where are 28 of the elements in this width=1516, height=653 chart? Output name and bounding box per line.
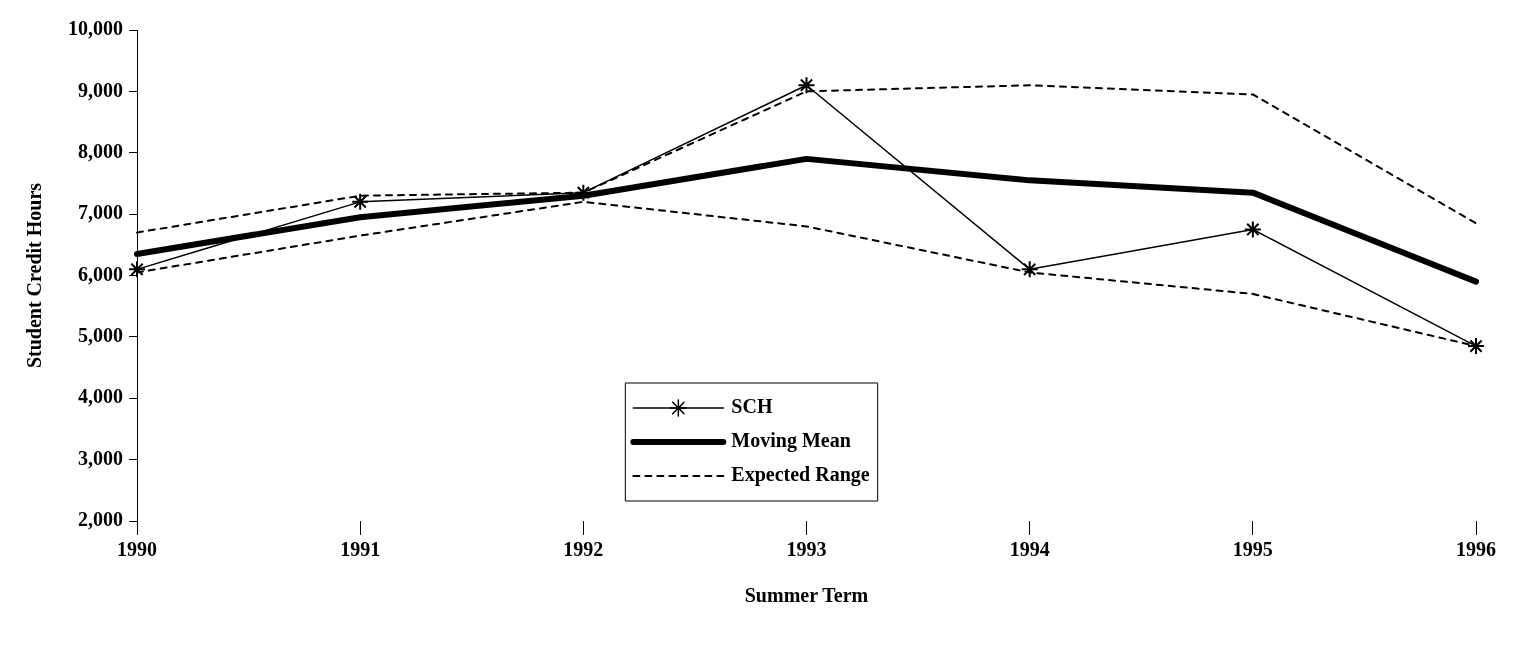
point — [1467, 337, 1485, 356]
x-tick-label: 1991 — [340, 538, 381, 561]
point — [797, 76, 816, 95]
y-tick-label: 8,000 — [78, 139, 123, 162]
x-tick-label: 1990 — [117, 538, 157, 561]
x-tick-label: 1995 — [1232, 538, 1273, 561]
y-tick-label: 6,000 — [78, 262, 123, 285]
y-tick-label: 5,000 — [78, 324, 123, 347]
x-tick-label: 1996 — [1456, 538, 1496, 561]
y-tick-label: 2,000 — [78, 508, 123, 531]
x-axis-title: Summer Term — [744, 584, 869, 607]
point — [574, 183, 593, 202]
legend-label: Expected Range — [731, 463, 870, 487]
point — [1020, 260, 1039, 279]
y-axis-title: Student Credit Hours — [23, 182, 46, 369]
point — [128, 260, 146, 279]
y-tick-label: 3,000 — [78, 446, 123, 469]
y-tick-label: 7,000 — [78, 201, 123, 224]
legend-label: SCH — [731, 395, 773, 418]
legend-label: Moving Mean — [731, 429, 851, 453]
x-tick-label: 1992 — [563, 538, 604, 561]
y-tick-label: 9,000 — [78, 78, 123, 101]
y-tick-label: 4,000 — [78, 385, 123, 408]
x-tick-label: 1994 — [1009, 538, 1050, 561]
point — [1243, 220, 1262, 239]
x-tick-label: 1993 — [786, 538, 827, 561]
point — [351, 192, 370, 211]
y-tick-label: 10,000 — [68, 17, 123, 40]
